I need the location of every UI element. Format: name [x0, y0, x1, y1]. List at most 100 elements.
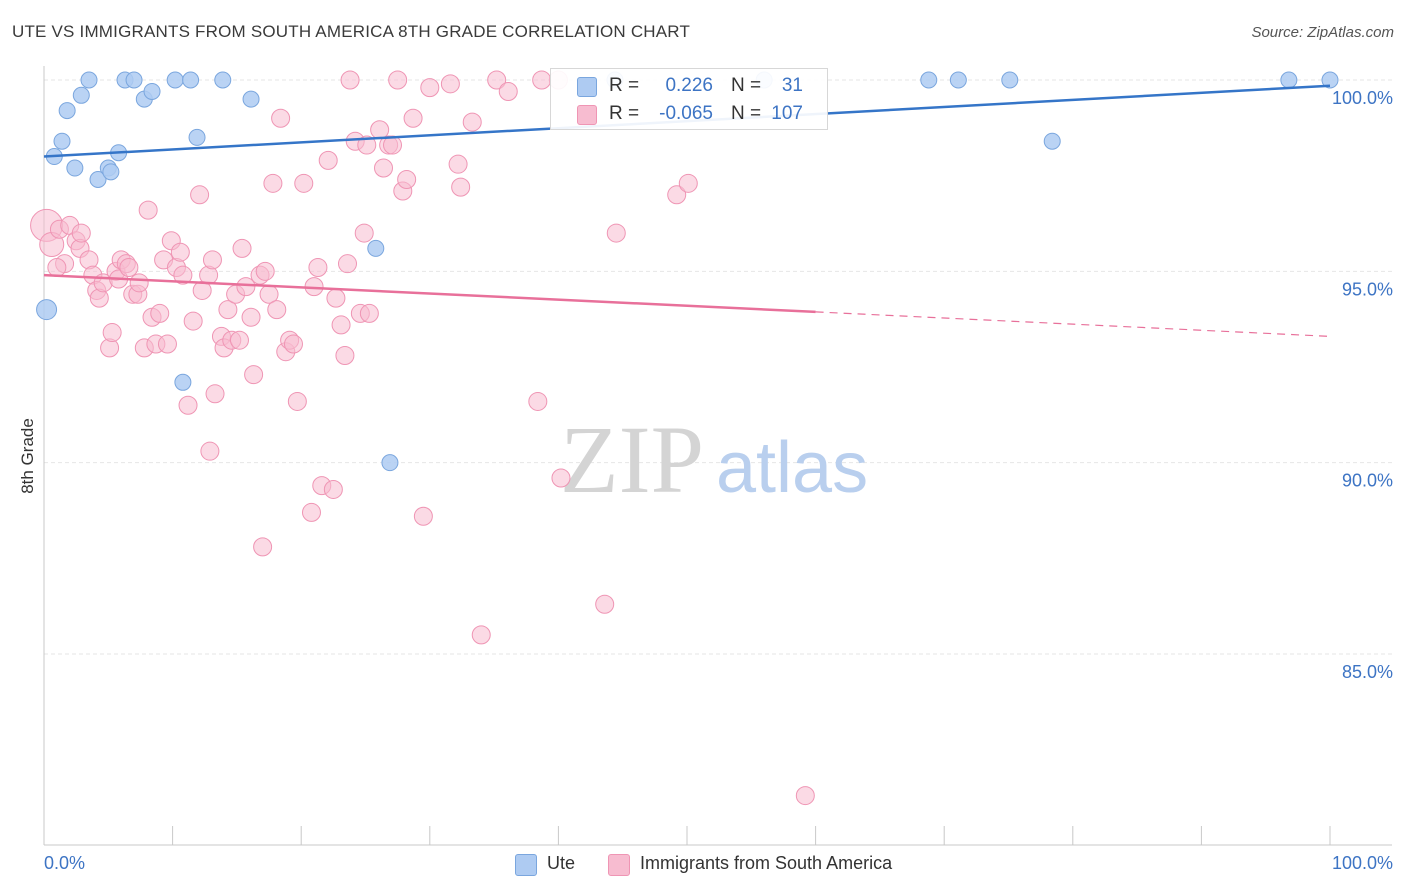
- immigrants-point: [326, 288, 346, 308]
- immigrants-point: [241, 307, 261, 327]
- immigrants-point: [498, 81, 518, 101]
- immigrants-point: [119, 258, 139, 278]
- ute-point: [66, 159, 84, 177]
- watermark: ZIP atlas: [560, 406, 868, 513]
- ute-point: [36, 299, 58, 321]
- immigrants-point: [244, 365, 264, 385]
- immigrants-point: [471, 625, 491, 645]
- immigrants-point: [218, 300, 238, 320]
- ute-point: [214, 71, 232, 89]
- legend-row-immigrants: R = -0.065 N = 107: [551, 100, 827, 128]
- immigrants-point: [232, 238, 252, 258]
- ute-point: [80, 71, 98, 89]
- legend-row-ute: R = 0.226 N = 31: [551, 72, 827, 100]
- legend-label-immigrants: Immigrants from South America: [640, 853, 893, 873]
- immigrants-point: [403, 108, 423, 128]
- immigrants-point: [397, 169, 417, 189]
- ute-legend-swatch: [515, 854, 537, 876]
- immigrants-point: [253, 537, 273, 557]
- ute-point: [53, 132, 71, 150]
- ute-point: [125, 71, 143, 89]
- immigrants-point: [795, 786, 815, 806]
- immigrants-point: [340, 70, 360, 90]
- x-tick-labels: 0.0% 100.0%: [44, 853, 1393, 873]
- immigrants-point: [528, 391, 548, 411]
- immigrants-point: [102, 323, 122, 343]
- legend-n-label: N =: [731, 75, 762, 96]
- immigrants-point: [440, 74, 460, 94]
- y-tick-label: 85.0%: [1342, 662, 1393, 682]
- y-axis-label: 8th Grade: [18, 418, 37, 494]
- immigrants-trend-extension: [815, 311, 1331, 337]
- immigrants-point: [357, 135, 377, 155]
- immigrants-points: [30, 70, 815, 806]
- immigrants-point: [287, 391, 307, 411]
- ute-point: [166, 71, 184, 89]
- immigrants-point: [47, 258, 67, 278]
- immigrants-point: [354, 223, 374, 243]
- immigrants-point: [335, 346, 355, 366]
- immigrants-point: [308, 258, 328, 278]
- immigrants-point: [413, 506, 433, 526]
- ute-point: [89, 170, 107, 188]
- immigrants-point: [448, 154, 468, 174]
- immigrants-point: [271, 108, 291, 128]
- y-tick-label: 90.0%: [1342, 471, 1393, 491]
- ute-point: [182, 71, 200, 89]
- immigrants-point: [462, 112, 482, 132]
- ute-point: [143, 82, 161, 100]
- legend-r-value: 0.226: [665, 75, 713, 96]
- ute-point: [102, 163, 120, 181]
- immigrants-point: [487, 70, 507, 90]
- y-tick-label: 95.0%: [1342, 279, 1393, 299]
- chart-title: UTE VS IMMIGRANTS FROM SOUTH AMERICA 8TH…: [12, 22, 691, 41]
- ute-point: [72, 86, 90, 104]
- ute-point: [58, 102, 76, 120]
- immigrants-point: [205, 384, 225, 404]
- ute-point: [949, 71, 967, 89]
- x-tick-label: 100.0%: [1332, 853, 1393, 873]
- watermark-atlas: atlas: [716, 428, 868, 508]
- immigrants-point: [595, 594, 615, 614]
- immigrants-point: [420, 78, 440, 98]
- immigrants-point: [451, 177, 471, 197]
- immigrants-point: [532, 70, 552, 90]
- ute-point: [174, 373, 192, 391]
- ute-point: [920, 71, 938, 89]
- legend-n-label: N =: [731, 103, 762, 124]
- watermark-zip: ZIP: [560, 406, 704, 513]
- immigrants-point: [337, 254, 357, 274]
- immigrants-point: [667, 185, 687, 205]
- immigrants-point: [170, 242, 190, 262]
- immigrants-point: [267, 300, 287, 320]
- ute-point: [1001, 71, 1019, 89]
- y-tick-label: 100.0%: [1332, 88, 1393, 108]
- immigrants-point: [229, 330, 249, 350]
- immigrants-point: [383, 135, 403, 155]
- ute-swatch: [577, 77, 597, 97]
- ute-point: [381, 454, 399, 472]
- ute-point: [1280, 71, 1298, 89]
- legend-r-label: R =: [609, 103, 640, 124]
- x-tick-label: 0.0%: [44, 853, 85, 873]
- immigrants-point: [129, 273, 149, 293]
- immigrants-point: [190, 185, 210, 205]
- legend-n-value: 107: [771, 103, 803, 124]
- ute-point: [1321, 71, 1339, 89]
- immigrants-point: [178, 395, 198, 415]
- immigrants-trend-line: [43, 273, 816, 314]
- immigrants-point: [331, 315, 351, 335]
- immigrants-point: [183, 311, 203, 331]
- legend-r-value: -0.065: [659, 103, 713, 124]
- ute-point: [367, 239, 385, 257]
- ute-point: [242, 90, 260, 108]
- series-legend: Ute Immigrants from South America: [0, 852, 1406, 878]
- immigrants-point: [294, 173, 314, 193]
- immigrants-swatch: [577, 105, 597, 125]
- immigrants-point: [388, 70, 408, 90]
- immigrants-point: [606, 223, 626, 243]
- source-credit: Source: ZipAtlas.com: [1251, 24, 1394, 41]
- immigrants-point: [202, 250, 222, 270]
- immigrants-point: [236, 277, 256, 297]
